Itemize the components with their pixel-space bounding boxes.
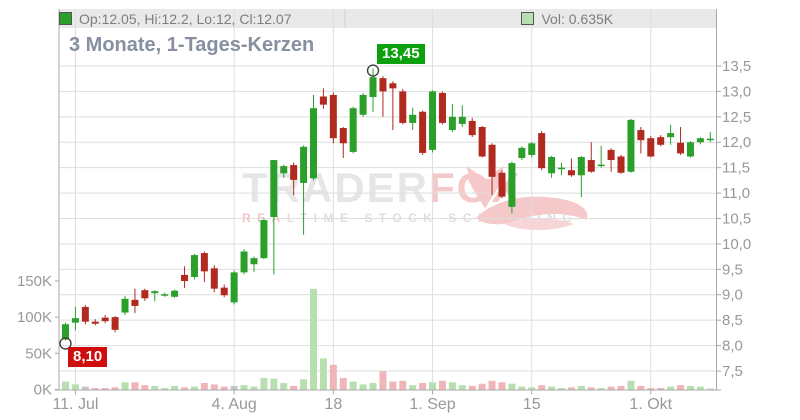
volume-legend-swatch (521, 12, 535, 25)
svg-text:8,5: 8,5 (722, 312, 743, 329)
svg-text:1. Okt: 1. Okt (629, 396, 672, 413)
svg-text:12,5: 12,5 (722, 109, 751, 126)
candle-legend-swatch (59, 12, 72, 25)
high-price-label: 13,45 (377, 44, 425, 64)
svg-text:7,5: 7,5 (722, 363, 743, 380)
svg-text:9,5: 9,5 (722, 261, 743, 278)
legend-vol-text: Vol: 0.635K (541, 10, 614, 27)
svg-text:0K: 0K (34, 382, 52, 399)
svg-text:13,0: 13,0 (722, 83, 751, 100)
svg-text:15: 15 (523, 396, 541, 413)
svg-text:11. Jul: 11. Jul (52, 396, 98, 413)
svg-text:10,5: 10,5 (722, 210, 751, 227)
svg-text:18: 18 (324, 396, 342, 413)
chart-title: 3 Monate, 1-Tages-Kerzen (69, 34, 315, 56)
svg-text:10,0: 10,0 (722, 236, 751, 253)
legend-bar: Op:12.05, Hi:12.2, Lo:12, Cl:12.07 Vol: … (59, 9, 717, 28)
svg-text:1. Sep: 1. Sep (409, 396, 455, 413)
svg-text:11,0: 11,0 (722, 185, 750, 202)
svg-text:8,0: 8,0 (722, 338, 743, 355)
svg-text:12,0: 12,0 (722, 134, 751, 151)
svg-text:13,5: 13,5 (722, 58, 751, 75)
svg-text:11,5: 11,5 (722, 160, 750, 177)
low-price-label: 8,10 (68, 347, 108, 367)
svg-text:9,0: 9,0 (722, 287, 743, 304)
svg-text:150K: 150K (17, 273, 52, 290)
legend-ohlc-text: Op:12.05, Hi:12.2, Lo:12, Cl:12.07 (79, 10, 292, 27)
svg-text:50K: 50K (25, 345, 52, 362)
svg-text:100K: 100K (17, 309, 52, 326)
svg-text:4. Aug: 4. Aug (211, 396, 256, 413)
